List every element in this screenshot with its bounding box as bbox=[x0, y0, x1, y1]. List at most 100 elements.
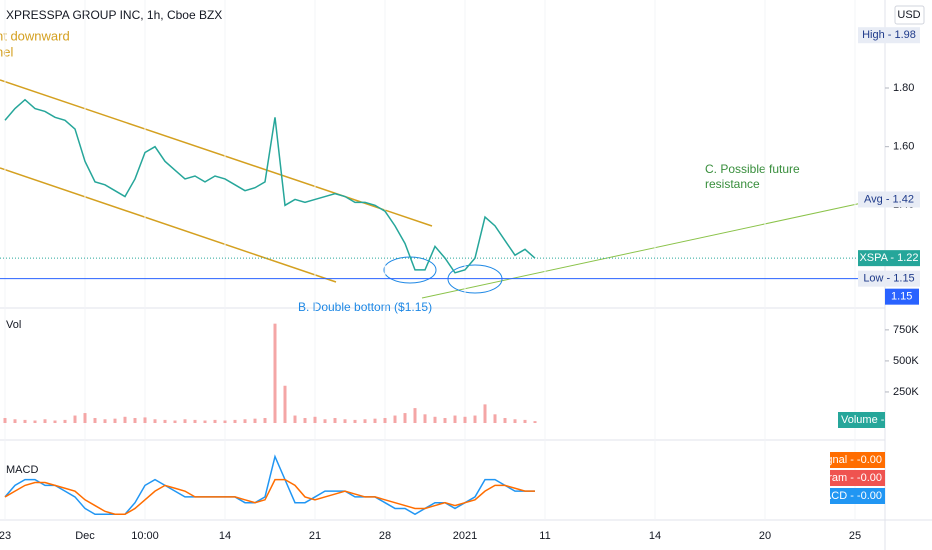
volume-bar bbox=[183, 419, 187, 423]
volume-bar bbox=[443, 418, 447, 423]
volume-bar bbox=[103, 419, 107, 423]
volume-bar bbox=[333, 418, 337, 423]
volume-bar bbox=[523, 419, 527, 423]
x-tick-label: 14 bbox=[649, 530, 661, 542]
x-tick-label: 11 bbox=[539, 530, 550, 542]
volume-bar bbox=[233, 419, 237, 423]
volume-bar bbox=[403, 413, 407, 423]
volume-bar bbox=[463, 416, 467, 423]
volume-bar bbox=[303, 418, 307, 423]
volume-bar bbox=[383, 418, 387, 423]
price-level-label: Low - 1.15 bbox=[863, 273, 914, 285]
x-tick-label: 20 bbox=[759, 530, 771, 542]
x-tick-label: 2021 bbox=[453, 530, 477, 542]
pane-title: Vol bbox=[6, 319, 21, 331]
volume-bar bbox=[73, 415, 77, 423]
volume-bar bbox=[43, 419, 47, 423]
y-tick-label: 750K bbox=[893, 324, 919, 336]
volume-bar bbox=[243, 419, 247, 423]
annotation: nel bbox=[0, 44, 13, 59]
volume-bar bbox=[433, 416, 437, 423]
price-line bbox=[4, 98, 536, 274]
macd-label: Histogram - -0.00 bbox=[797, 472, 882, 484]
volume-bar bbox=[163, 419, 167, 423]
macd-line bbox=[4, 478, 535, 515]
volume-bar bbox=[193, 419, 197, 423]
volume-bar bbox=[503, 418, 507, 423]
volume-bar bbox=[323, 419, 327, 423]
volume-bar bbox=[453, 415, 457, 423]
macd-label-box bbox=[830, 452, 885, 468]
volume-bar bbox=[153, 419, 157, 423]
volume-bar bbox=[353, 419, 357, 423]
y-tick-label: 500K bbox=[893, 355, 919, 367]
volume-bar bbox=[123, 416, 127, 423]
price-level-box bbox=[858, 270, 920, 287]
volume-bar bbox=[393, 415, 397, 423]
volume-bar bbox=[53, 420, 57, 423]
macd-label-box bbox=[830, 488, 885, 504]
volume-bar bbox=[13, 419, 17, 423]
price-level-box bbox=[858, 250, 920, 267]
x-tick-label: 28 bbox=[379, 530, 391, 542]
volume-bar bbox=[113, 418, 117, 423]
price-level-label: XSPA - 1.22 bbox=[859, 252, 918, 264]
annotation: resistance bbox=[705, 177, 760, 191]
volume-bar bbox=[363, 419, 367, 423]
volume-bar bbox=[533, 421, 537, 423]
volume-bar bbox=[93, 418, 97, 423]
volume-bar bbox=[133, 418, 137, 423]
channel-line bbox=[0, 167, 337, 283]
volume-bar bbox=[253, 418, 257, 423]
volume-bar bbox=[283, 385, 287, 423]
volume-bar bbox=[23, 419, 27, 423]
pane-title: MACD bbox=[6, 464, 38, 476]
y-tick-label: 250K bbox=[893, 386, 919, 398]
volume-bar bbox=[63, 419, 67, 423]
volume-bar bbox=[143, 417, 147, 423]
x-tick-label: 10:00 bbox=[131, 530, 159, 542]
price-level-box bbox=[858, 27, 920, 44]
volume-bar bbox=[343, 419, 347, 423]
macd-label: MACD - -0.00 bbox=[815, 490, 882, 502]
volume-bar bbox=[263, 418, 267, 423]
volume-bar bbox=[493, 414, 497, 423]
volume-bar bbox=[223, 420, 227, 423]
chart-title: XPRESSPA GROUP INC, 1h, Cboe BZX bbox=[6, 8, 222, 22]
price-level-label: High - 1.98 bbox=[862, 29, 916, 41]
price-level-label: Avg - 1.42 bbox=[864, 193, 914, 205]
price-level-box bbox=[885, 288, 919, 305]
volume-bar bbox=[273, 323, 277, 423]
price-level-box bbox=[858, 191, 920, 208]
macd-label: Signal - -0.00 bbox=[817, 454, 882, 466]
annotation: nt downward bbox=[0, 28, 70, 43]
volume-bar bbox=[483, 404, 487, 423]
volume-bar bbox=[513, 419, 517, 423]
volume-bar bbox=[33, 420, 37, 423]
volume-bar bbox=[173, 420, 177, 423]
x-tick-label: Dec bbox=[75, 530, 95, 542]
volume-bar bbox=[313, 416, 317, 423]
trend-line bbox=[421, 197, 886, 299]
y-tick-label: 1.80 bbox=[893, 82, 914, 94]
macd-label-box bbox=[830, 470, 885, 486]
volume-bar bbox=[213, 419, 217, 423]
volume-bar bbox=[423, 414, 427, 423]
x-tick-label: 14 bbox=[219, 530, 231, 542]
annotation: B. Double bottom ($1.15) bbox=[298, 300, 432, 314]
volume-bar bbox=[473, 415, 477, 423]
price-level-label: 1.15 bbox=[891, 291, 912, 303]
annotation: C. Possible future bbox=[705, 162, 800, 176]
currency-box bbox=[894, 5, 925, 25]
volume-label-box bbox=[838, 412, 885, 428]
x-tick-label: 21 bbox=[309, 530, 321, 542]
currency: USD bbox=[897, 9, 920, 21]
volume-bar bbox=[83, 413, 87, 423]
volume-bar bbox=[293, 415, 297, 423]
y-tick-label: 1.60 bbox=[893, 141, 914, 153]
volume-bar bbox=[373, 418, 377, 423]
volume-bar bbox=[3, 418, 7, 423]
volume-bar bbox=[203, 420, 207, 423]
